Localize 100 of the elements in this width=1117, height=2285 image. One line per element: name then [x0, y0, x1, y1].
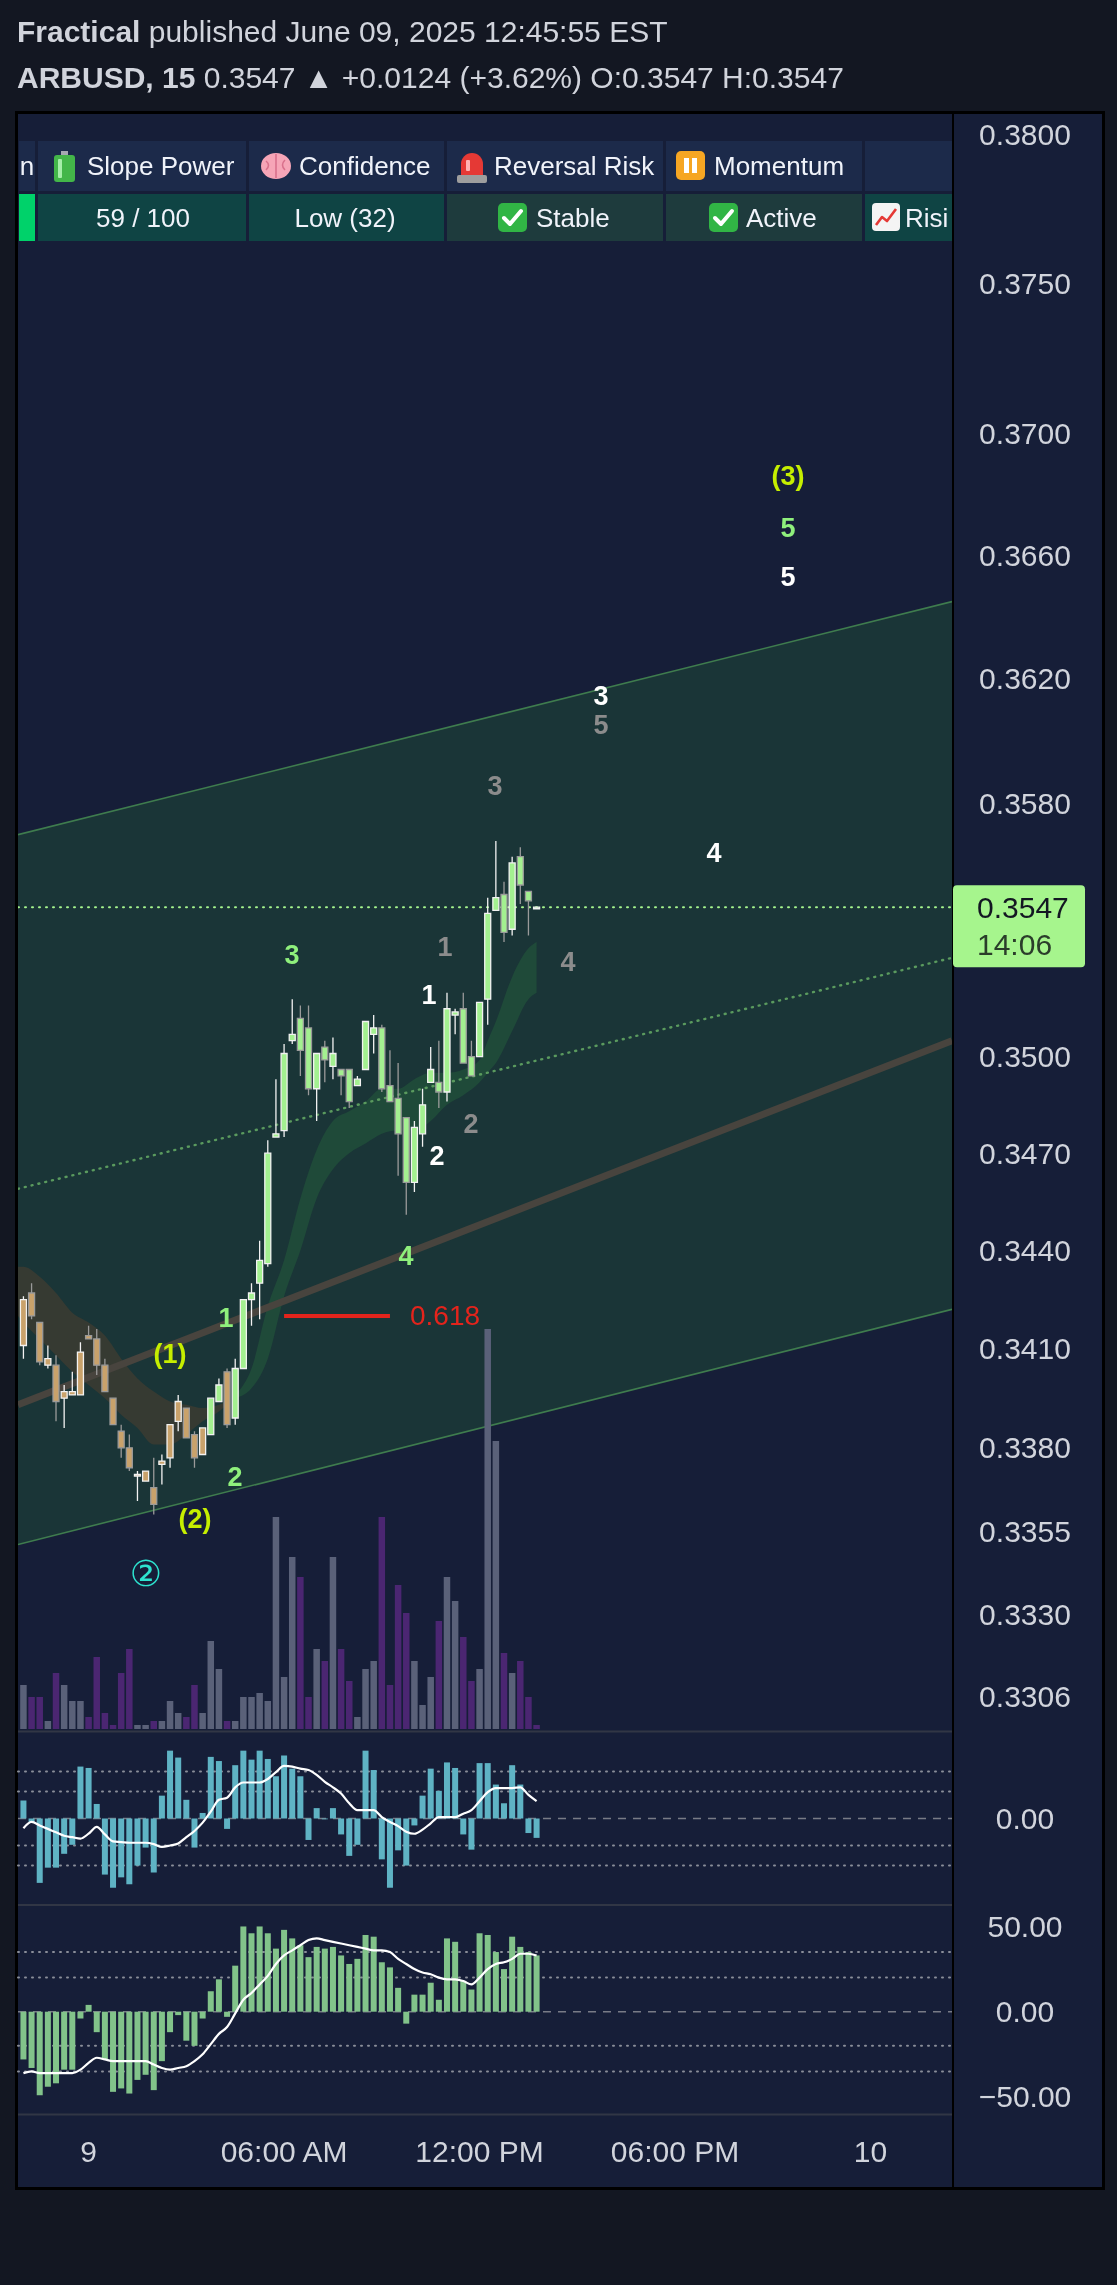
annotation: 4: [706, 838, 722, 868]
bar: [28, 2011, 35, 2068]
bar: [231, 1721, 239, 1729]
bar: [313, 1946, 320, 2012]
bar: [321, 1948, 328, 2012]
x-tick-label: 9: [80, 2134, 97, 2168]
annotation: 1: [421, 980, 437, 1010]
candlestick: [150, 1457, 158, 1516]
bar: [501, 1969, 508, 2012]
bar: [533, 1955, 540, 2012]
bar: [224, 1818, 231, 1829]
bar: [264, 1701, 272, 1729]
bar: [61, 1818, 68, 1854]
bar: [313, 1808, 320, 1819]
text: Active: [746, 203, 817, 233]
bar: [142, 1818, 149, 1848]
bar: [313, 1649, 320, 1729]
bar: [85, 1767, 92, 1819]
text: Stable: [536, 203, 610, 233]
annotation: 4: [560, 947, 576, 977]
bar: [158, 1721, 166, 1729]
text: Risi: [905, 203, 949, 233]
category-label: Reversal Risk: [494, 151, 656, 181]
bar: [167, 2011, 174, 2033]
candlestick: [223, 1367, 231, 1429]
bar: [525, 1818, 532, 1834]
bar: [53, 1818, 60, 1868]
y-tick-label: 50.00: [987, 1909, 1063, 1943]
x-tick-label: 06:00 AM: [220, 2134, 348, 2168]
bar: [150, 1721, 158, 1729]
bar: [476, 1933, 483, 2012]
bar: [288, 1557, 296, 1729]
category-label: Slope Power: [87, 151, 235, 181]
bar: [419, 1994, 426, 2012]
bar: [403, 1613, 410, 1729]
bar: [61, 2011, 68, 2070]
annotation: 5: [780, 513, 796, 543]
bar: [281, 1929, 288, 2012]
bar: [134, 2011, 141, 2080]
x-tick-label: 10: [853, 2134, 888, 2168]
bar: [468, 1818, 475, 1850]
series-label: 0.618: [409, 1300, 481, 1332]
bar: [427, 1982, 434, 2012]
bar: [370, 1936, 377, 2012]
bar: [338, 1955, 345, 2012]
bar: [110, 1818, 117, 1888]
y-tick-label: 0.3410: [979, 1332, 1071, 1366]
bar: [525, 1952, 532, 2012]
category-label: Momentum: [714, 151, 845, 181]
bar: [118, 2011, 125, 2089]
bar: [492, 1784, 499, 1819]
text: Low (32): [294, 203, 396, 233]
line-series: [22, 1937, 538, 2075]
bar: [69, 1818, 76, 1845]
bar: [36, 1818, 43, 1883]
bar: [395, 1987, 402, 2012]
y-tick-label: 0.3355: [979, 1514, 1071, 1548]
y-tick-label: −50.00: [978, 2080, 1072, 2114]
annotation: (3): [771, 461, 805, 491]
bar: [289, 1938, 296, 2012]
bar: [142, 2011, 149, 2075]
bar: [174, 1713, 182, 1729]
bar: [411, 1994, 418, 2012]
bar: [44, 1818, 51, 1868]
bar: [207, 1756, 214, 1819]
bar: [191, 2011, 198, 2046]
bar: [101, 1818, 108, 1875]
annotation: 3: [487, 771, 503, 801]
annotation: 2: [463, 1109, 479, 1139]
bar: [134, 1818, 141, 1866]
bar: [378, 1962, 385, 2012]
bar: [501, 1803, 508, 1819]
annotation: 5: [593, 710, 609, 740]
bar: [395, 1818, 402, 1851]
bar: [223, 1721, 231, 1729]
bar: [52, 1673, 60, 1729]
category-label: Confidence: [299, 151, 431, 181]
bar: [158, 1795, 165, 1819]
bar: [517, 1784, 524, 1819]
y-tick-label: 0.3306: [979, 1679, 1071, 1713]
category-label: n: [19, 151, 35, 181]
bar: [378, 1818, 385, 1860]
bar: [443, 1938, 450, 2012]
annotation: 5: [780, 562, 796, 592]
bar: [77, 2011, 84, 2019]
bar: [36, 2011, 43, 2096]
bar: [20, 1685, 27, 1729]
bar: [215, 1669, 223, 1729]
annotation: (2): [178, 1504, 212, 1534]
bar: [20, 2011, 27, 2060]
bar: [452, 1767, 459, 1819]
bar: [362, 1750, 369, 1819]
bar: [53, 2011, 60, 2084]
bar: [167, 1750, 174, 1819]
bar: [166, 1701, 174, 1729]
bar: [362, 1934, 369, 2012]
bar: [370, 1770, 377, 1819]
bar: [329, 1946, 336, 2012]
bar: [305, 1818, 312, 1840]
bar: [492, 1441, 500, 1729]
